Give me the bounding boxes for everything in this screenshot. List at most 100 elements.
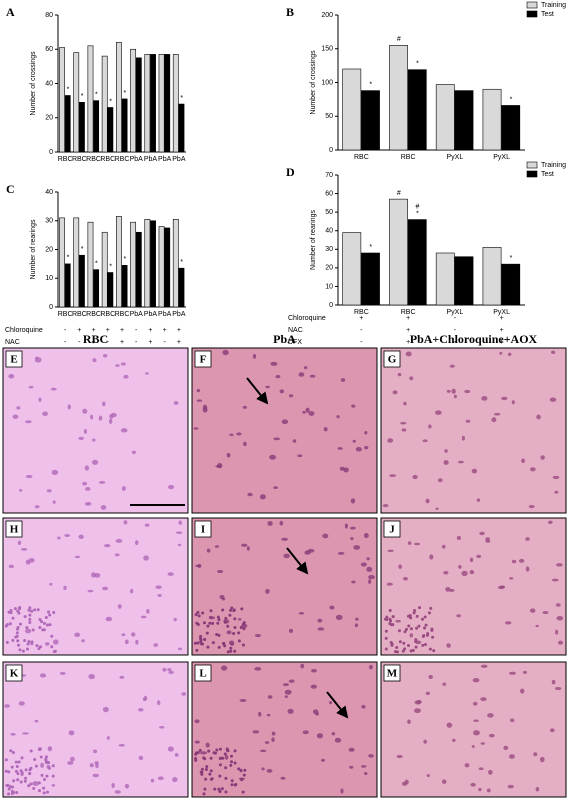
significance-marker: * — [369, 244, 372, 251]
nucleus — [271, 737, 275, 742]
granule-cell — [224, 790, 228, 794]
nucleus — [535, 786, 540, 792]
nucleus — [521, 458, 525, 464]
granule-cell — [15, 765, 19, 769]
granule-cell — [226, 650, 230, 654]
nucleus — [414, 542, 421, 546]
nucleus — [416, 699, 422, 704]
panel-letter: C — [6, 182, 15, 196]
treatment-value: - — [454, 315, 457, 322]
nucleus — [200, 751, 208, 755]
nucleus — [246, 546, 250, 551]
bar — [150, 220, 156, 308]
granule-cell — [429, 606, 433, 610]
y-tick-label: 40 — [325, 228, 333, 235]
granule-cell — [232, 609, 236, 613]
granule-cell — [47, 766, 51, 770]
treatment-value: - — [107, 339, 110, 346]
granule-cell — [216, 621, 220, 625]
nucleus — [222, 349, 229, 356]
panel-letter-box — [5, 350, 23, 368]
bar — [164, 227, 171, 308]
significance-marker: * — [67, 86, 70, 93]
significance-marker: * — [416, 210, 419, 217]
nucleus — [206, 548, 211, 553]
significance-marker: * — [510, 255, 513, 262]
nucleus — [92, 773, 99, 778]
nucleus — [471, 745, 475, 748]
y-tick-label: 60 — [45, 46, 53, 53]
nucleus — [85, 487, 91, 491]
nucleus — [351, 404, 356, 408]
y-tick-label: 20 — [45, 115, 53, 122]
granule-cell — [388, 617, 392, 621]
nucleus — [115, 538, 123, 543]
granule-cell — [27, 640, 31, 644]
nucleus — [487, 713, 494, 718]
nucleus — [533, 752, 538, 757]
nucleus — [134, 540, 139, 546]
nucleus — [331, 732, 336, 736]
nucleus — [196, 399, 203, 402]
nucleus — [288, 679, 295, 683]
granule-cell — [203, 637, 207, 641]
granule-cell — [221, 642, 225, 646]
nucleus — [118, 743, 125, 747]
nucleus — [111, 782, 115, 788]
granule-cell — [30, 609, 34, 613]
nucleus — [485, 539, 491, 543]
granule-cell — [45, 774, 49, 778]
nucleus — [456, 535, 461, 540]
nucleus — [67, 761, 74, 765]
granule-cell — [7, 792, 11, 796]
nucleus — [283, 553, 290, 559]
nucleus — [480, 742, 485, 745]
nucleus — [368, 664, 373, 670]
granule-cell — [36, 608, 40, 612]
granule-cell — [430, 627, 434, 631]
nucleus — [465, 419, 471, 423]
treatment-value: - — [163, 339, 166, 346]
granule-cell — [217, 645, 221, 649]
nucleus — [175, 531, 183, 535]
granule-cell — [241, 643, 245, 647]
column-header: RBC — [83, 332, 108, 346]
bar — [172, 219, 179, 308]
granule-cell — [431, 635, 435, 639]
nucleus — [407, 541, 412, 545]
nucleus — [196, 388, 201, 393]
granule-cell — [223, 752, 227, 756]
granule-cell — [31, 628, 35, 632]
granule-cell — [53, 649, 57, 653]
nucleus — [168, 484, 175, 490]
treatment-name: NAC — [5, 339, 20, 346]
nucleus — [194, 719, 200, 724]
arrow — [246, 377, 269, 405]
nucleus — [102, 586, 109, 591]
granule-cell — [51, 774, 55, 778]
nucleus — [511, 559, 517, 564]
granule-cell — [18, 606, 22, 610]
nucleus — [503, 745, 509, 751]
y-tick-label: 60 — [325, 190, 333, 197]
nucleus — [120, 428, 128, 433]
y-axis-label: Number of rearings — [30, 219, 37, 279]
nucleus — [25, 628, 32, 634]
nucleus — [266, 769, 273, 773]
x-tick-label: RBC — [86, 311, 101, 318]
nucleus — [360, 562, 367, 567]
nucleus — [366, 557, 370, 561]
nucleus — [284, 689, 292, 695]
nucleus — [529, 608, 536, 613]
granule-cell — [237, 631, 241, 635]
x-tick-label: RBC — [100, 311, 115, 318]
significance-marker: * — [81, 246, 84, 253]
granule-cell — [383, 617, 387, 621]
treatment-value: + — [406, 339, 410, 346]
granule-cell — [194, 613, 198, 617]
nucleus — [78, 534, 84, 539]
nucleus — [423, 739, 427, 744]
nucleus — [279, 520, 284, 526]
nucleus — [241, 543, 248, 547]
granule-cell — [23, 638, 27, 642]
